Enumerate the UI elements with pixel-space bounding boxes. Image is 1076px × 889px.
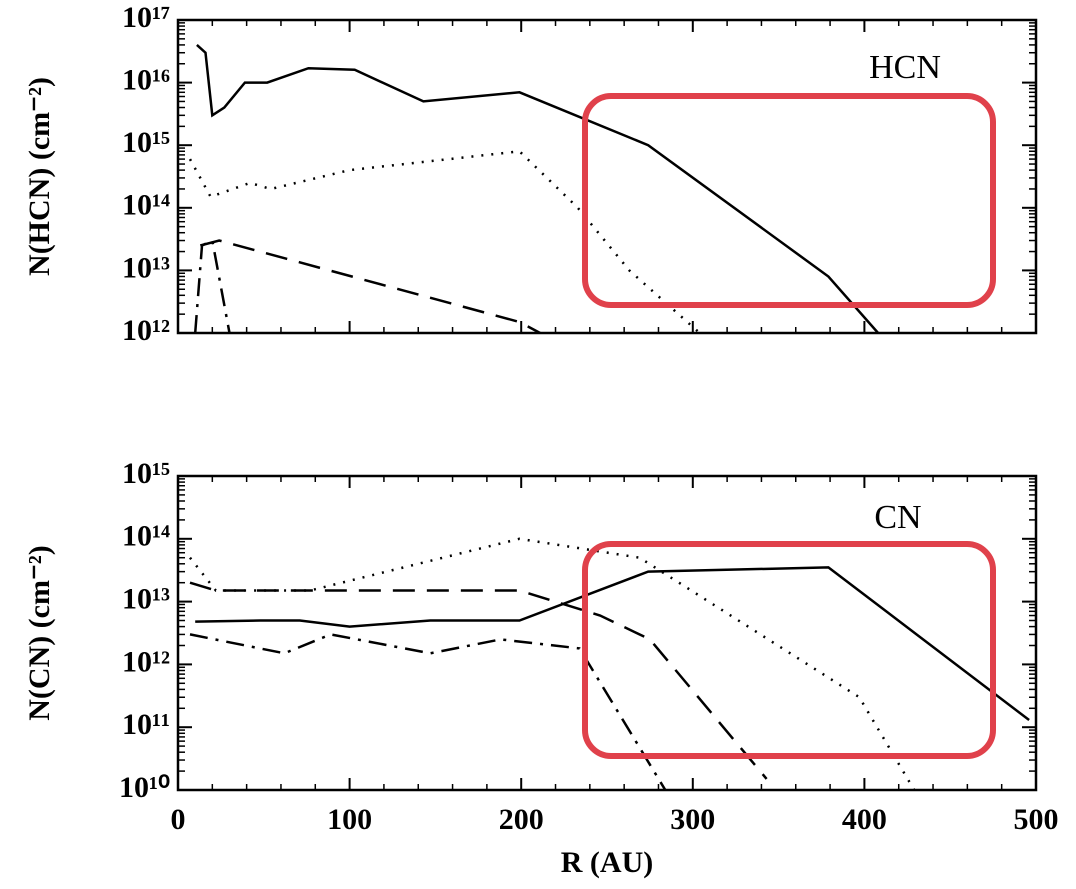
data-line <box>193 238 231 333</box>
y-tick-label: 10¹⁴ <box>122 520 170 553</box>
plot-frame <box>176 474 1038 792</box>
y-tick-label: 10¹⁵ <box>122 457 170 490</box>
y-tick-label: 10¹¹ <box>122 708 170 741</box>
y-tick-label: 10¹³ <box>122 251 170 284</box>
highlight-box <box>582 93 996 308</box>
y-axis-label: N(CN) (cm⁻²) <box>23 545 56 721</box>
data-line <box>199 239 541 333</box>
x-tick-label: 300 <box>670 803 715 836</box>
y-tick-label: 10¹³ <box>122 582 170 615</box>
x-axis-label: R (AU) <box>561 846 653 879</box>
highlight-box <box>582 541 996 759</box>
y-tick-label: 10¹⁴ <box>122 189 170 222</box>
data-line <box>189 581 768 780</box>
series-group <box>189 537 1030 790</box>
data-line <box>196 43 880 333</box>
x-tick-label: 100 <box>327 803 372 836</box>
data-line <box>195 566 1030 721</box>
x-tick-label: 400 <box>842 803 887 836</box>
y-tick-label: 10¹⁶ <box>122 63 170 96</box>
panel-annotation: CN <box>874 499 921 536</box>
data-line <box>189 537 916 790</box>
x-tick-label: 500 <box>1014 803 1059 836</box>
y-tick-label: 10¹⁰ <box>119 771 170 804</box>
y-tick-label: 10¹⁷ <box>122 1 170 34</box>
data-line <box>189 633 667 790</box>
panel-annotation: HCN <box>869 49 941 86</box>
x-tick-label: 0 <box>171 803 186 836</box>
y-axis-label: N(HCN) (cm⁻²) <box>23 77 56 276</box>
y-tick-label: 10¹² <box>122 314 170 347</box>
plot-frame <box>176 18 1038 335</box>
series-group <box>188 43 880 333</box>
x-tick-label: 200 <box>499 803 544 836</box>
y-tick-label: 10¹² <box>122 645 170 678</box>
y-tick-label: 10¹⁵ <box>122 126 170 159</box>
